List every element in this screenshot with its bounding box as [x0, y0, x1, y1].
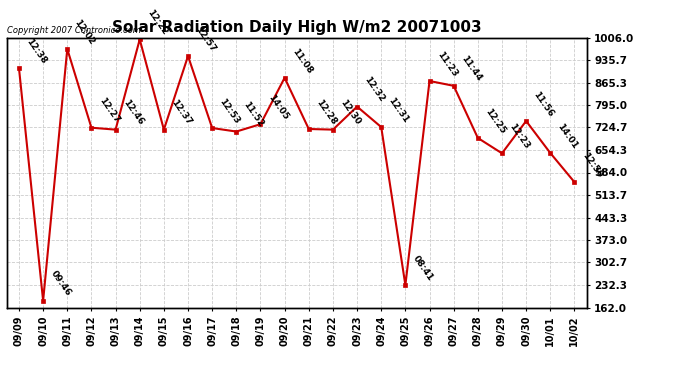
Text: 14:01: 14:01	[556, 122, 580, 150]
Text: 11:44: 11:44	[460, 54, 483, 83]
Text: Copyright 2007 Contronico.com: Copyright 2007 Contronico.com	[7, 26, 141, 35]
Text: 14:05: 14:05	[266, 93, 290, 122]
Text: 12:02: 12:02	[73, 18, 97, 46]
Title: Solar Radiation Daily High W/m2 20071003: Solar Radiation Daily High W/m2 20071003	[112, 20, 482, 35]
Text: 12:57: 12:57	[194, 25, 217, 53]
Text: 08:41: 08:41	[411, 254, 435, 282]
Text: 12:32: 12:32	[363, 75, 386, 104]
Text: 12:22: 12:22	[146, 8, 169, 37]
Text: 11:52: 11:52	[242, 100, 266, 129]
Text: 12:23: 12:23	[508, 122, 531, 150]
Text: 12:28: 12:28	[315, 98, 338, 126]
Text: 11:23: 11:23	[435, 50, 459, 78]
Text: 11:08: 11:08	[290, 46, 314, 75]
Text: 12:38: 12:38	[25, 37, 48, 65]
Text: 12:37: 12:37	[170, 98, 193, 127]
Text: 12:25: 12:25	[484, 106, 507, 135]
Text: 12:30: 12:30	[339, 98, 362, 127]
Text: 11:56: 11:56	[532, 90, 555, 118]
Text: 12:31: 12:31	[387, 96, 411, 124]
Text: 12:46: 12:46	[121, 98, 145, 127]
Text: 12:50: 12:50	[580, 151, 604, 179]
Text: 12:53: 12:53	[218, 97, 241, 125]
Text: 09:46: 09:46	[49, 269, 72, 298]
Text: 12:27: 12:27	[97, 96, 121, 125]
